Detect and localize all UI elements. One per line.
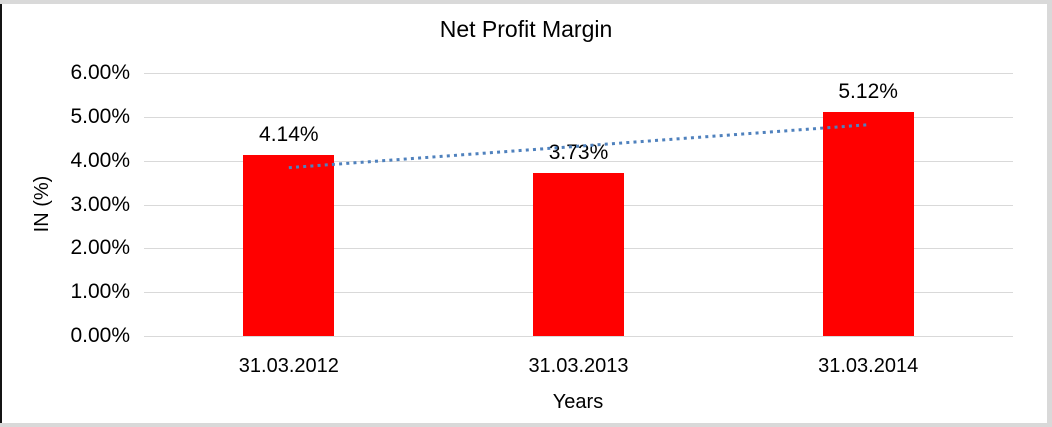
gridline (144, 160, 1013, 162)
y-axis-tick-label: 4.00% (70, 148, 130, 172)
y-axis-tick-label: 6.00% (70, 61, 130, 84)
chart-title: Net Profit Margin (439, 16, 613, 42)
bar-31.03.2013 (533, 172, 624, 336)
gridline (144, 73, 1013, 74)
x-axis-tick-label: 31.03.2012 (238, 355, 339, 377)
data-label: 4.14% (259, 122, 319, 146)
y-axis-tick-label: 1.00% (70, 280, 130, 304)
frame-border-right (1047, 0, 1052, 427)
gridline (144, 336, 1013, 337)
x-axis-title: Years (552, 391, 604, 413)
gridline (144, 116, 1013, 118)
x-axis-tick-label: 31.03.2014 (818, 355, 919, 377)
trendline (288, 123, 869, 170)
x-axis-tick-label: 31.03.2013 (528, 355, 629, 377)
y-axis-tick-label: 0.00% (70, 324, 130, 347)
y-axis-tick-label: 5.00% (70, 104, 130, 128)
bar-31.03.2014 (822, 111, 914, 336)
data-label: 5.12% (838, 79, 898, 103)
frame-border-top (0, 0, 1052, 4)
frame-border-bottom (0, 423, 1052, 427)
frame-border-left (0, 4, 2, 423)
y-axis-tick-label: 2.00% (70, 236, 130, 260)
bar-31.03.2012 (243, 154, 335, 336)
y-axis-tick-label: 3.00% (70, 192, 130, 216)
